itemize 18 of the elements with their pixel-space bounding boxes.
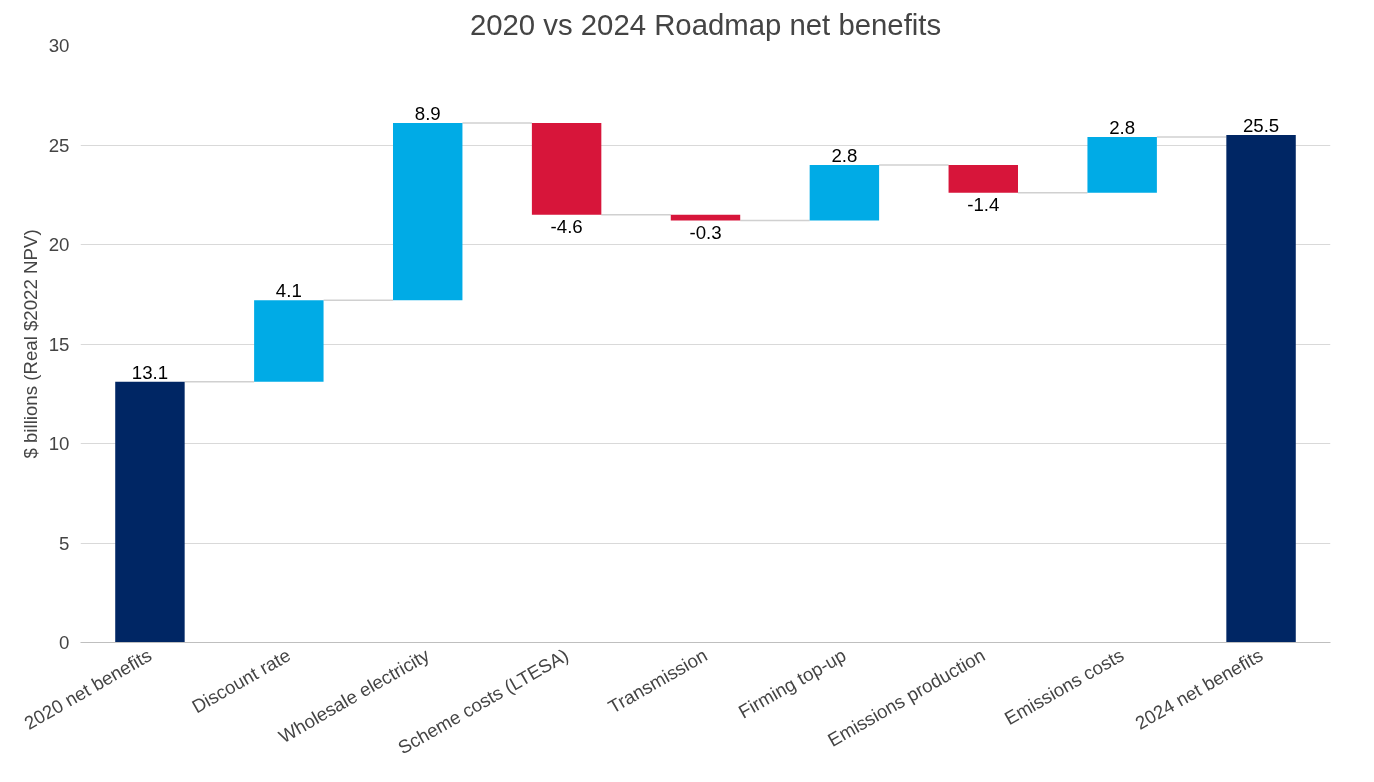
y-tick-label: 5	[59, 532, 70, 554]
data-label: 2.8	[1109, 117, 1136, 139]
data-label: -0.3	[689, 221, 722, 243]
y-axis-title: $ billions (Real $2022 NPV)	[19, 229, 41, 459]
chart-title: 2020 vs 2024 Roadmap net benefits	[469, 7, 942, 41]
y-tick-label: 0	[59, 632, 70, 653]
data-label: -1.4	[967, 193, 1000, 215]
y-tick-label: 20	[48, 234, 70, 255]
data-label: 8.9	[414, 103, 441, 125]
data-label: 4.1	[275, 280, 302, 302]
data-label: 25.5	[1242, 115, 1280, 137]
y-tick-label: 15	[48, 333, 70, 355]
y-tick-label: 25	[48, 134, 70, 156]
data-label: 2.8	[831, 144, 858, 166]
data-label: 13.1	[131, 361, 169, 383]
y-tick-label: 10	[48, 433, 70, 454]
y-tick-label: 30	[48, 35, 70, 56]
data-label: -4.6	[550, 215, 583, 237]
